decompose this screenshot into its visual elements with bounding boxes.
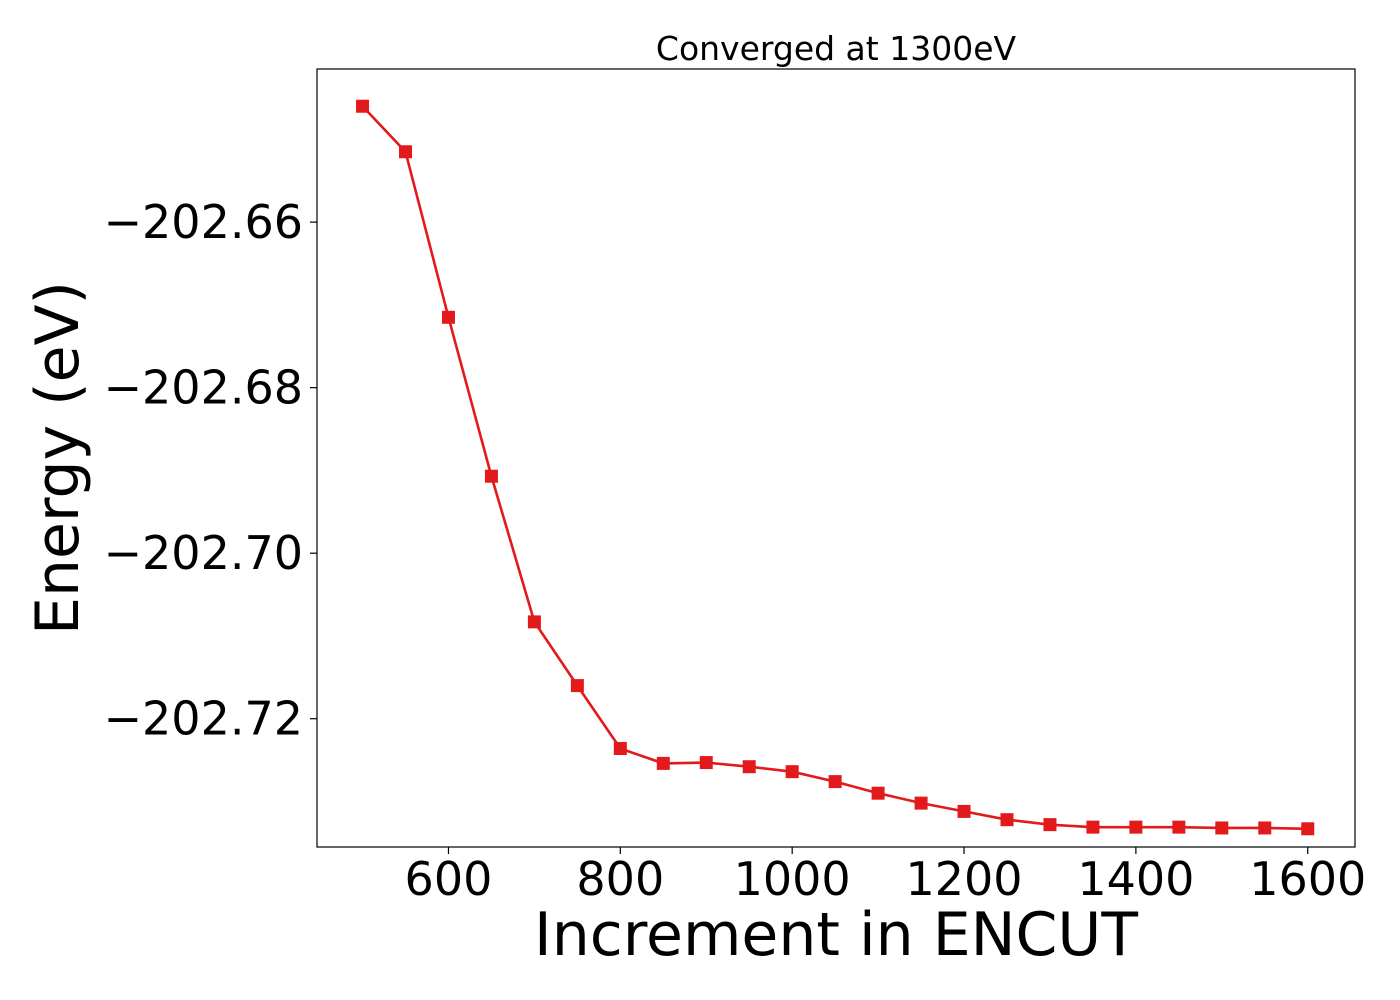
y-tick-label: −202.66 (104, 195, 304, 249)
y-tick-label: −202.70 (104, 526, 304, 580)
data-point (914, 796, 928, 810)
plot-area (316, 68, 1356, 848)
x-tick-label: 1400 (1077, 852, 1194, 906)
data-point (1043, 818, 1057, 832)
x-tick-label: 1000 (734, 852, 851, 906)
series-line (361, 105, 1308, 831)
data-point (613, 742, 627, 756)
data-point (785, 765, 799, 779)
data-point (1000, 813, 1014, 827)
data-point (699, 756, 713, 770)
data-point (828, 775, 842, 789)
x-axis: 600 800 1000 1200 1400 1600 (405, 847, 1366, 906)
series-layer (356, 99, 1315, 836)
y-axis: −202.66 −202.68 −202.70 −202.72 (104, 195, 317, 746)
data-point (1301, 822, 1315, 836)
data-point (871, 786, 885, 800)
chart-title: Converged at 1300eV (656, 29, 1017, 68)
x-tick-label: 1200 (905, 852, 1022, 906)
x-axis-title: Increment in ENCUT (534, 900, 1138, 970)
data-point (1258, 821, 1272, 835)
x-tick-label: 800 (576, 852, 664, 906)
y-axis-title: Energy (eV) (23, 281, 93, 635)
data-point (441, 310, 455, 324)
data-point (399, 145, 413, 159)
data-point (957, 804, 971, 818)
data-point (1086, 820, 1100, 834)
y-tick-label: −202.72 (104, 692, 304, 746)
data-point (484, 469, 498, 483)
data-point (656, 756, 670, 770)
data-point (1129, 820, 1143, 834)
data-point (1172, 820, 1186, 834)
y-tick-label: −202.68 (104, 361, 304, 415)
data-point (1215, 821, 1229, 835)
data-point (527, 615, 541, 629)
data-point (356, 99, 370, 113)
data-point (570, 679, 584, 693)
x-tick-label: 600 (405, 852, 493, 906)
data-point (742, 760, 756, 774)
x-tick-label: 1600 (1249, 852, 1366, 906)
